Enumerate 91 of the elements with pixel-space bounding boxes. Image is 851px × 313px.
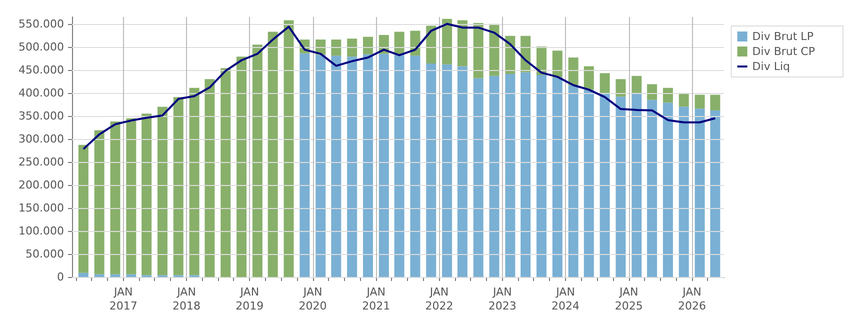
- y-tick-label: 150.000: [18, 201, 64, 214]
- y-tick-label: 250.000: [18, 155, 64, 168]
- bar: [78, 144, 88, 273]
- bar: [426, 26, 436, 64]
- bar: [410, 56, 420, 277]
- bar: [204, 79, 215, 277]
- y-tick-label: 100.000: [18, 224, 64, 238]
- bar: [505, 74, 516, 277]
- bar: [378, 54, 389, 277]
- bar: [157, 106, 168, 276]
- y-tick-label: 450.000: [18, 63, 64, 76]
- bar: [347, 56, 358, 277]
- legend-label: Div Brut CP: [752, 45, 816, 58]
- bar: [600, 92, 610, 277]
- bar: [126, 118, 136, 274]
- bar: [632, 92, 642, 277]
- bar: [110, 121, 120, 274]
- bar: [173, 97, 184, 276]
- bar: [394, 54, 404, 277]
- y-tick-label: 200.000: [18, 178, 64, 192]
- x-tick-label: JAN 2022: [425, 286, 454, 312]
- y-tick-label: 400.000: [18, 86, 64, 100]
- bar: [616, 79, 626, 97]
- bar: [662, 102, 673, 277]
- bar: [489, 76, 500, 277]
- legend-label: Div Liq: [752, 60, 790, 73]
- y-tick-label: 0: [57, 270, 64, 284]
- bar: [362, 54, 373, 277]
- bar: [568, 57, 578, 86]
- bar: [442, 18, 452, 64]
- bar: [678, 92, 689, 107]
- bar: [142, 114, 152, 276]
- bar: [457, 66, 468, 277]
- bar: [442, 64, 452, 277]
- legend-label: Div Brut LP: [752, 30, 814, 43]
- y-tick-label: 550.000: [18, 17, 64, 30]
- bar: [520, 72, 531, 277]
- y-tick-label: 350.000: [18, 109, 64, 122]
- bar: [584, 66, 594, 90]
- x-tick-label: JAN 2019: [236, 286, 264, 312]
- bar: [316, 54, 326, 277]
- bar: [457, 20, 468, 66]
- bar: [710, 94, 720, 110]
- bar: [331, 40, 342, 56]
- bar: [268, 32, 278, 277]
- x-tick-label: JAN 2023: [488, 286, 516, 312]
- bar: [647, 84, 658, 100]
- bar: [710, 110, 720, 277]
- bar: [220, 68, 231, 277]
- bar: [473, 22, 484, 78]
- bar: [536, 74, 546, 277]
- bar: [362, 36, 373, 54]
- bar: [110, 274, 120, 277]
- bar: [236, 56, 247, 277]
- bar: [616, 96, 626, 277]
- bar: [552, 50, 562, 78]
- bar: [694, 94, 705, 109]
- bar: [600, 73, 610, 93]
- bar: [347, 38, 358, 57]
- x-tick-label: JAN 2025: [614, 286, 643, 312]
- bar: [126, 274, 136, 277]
- bar: [189, 88, 200, 276]
- x-tick-label: JAN 2018: [172, 286, 201, 312]
- bar: [678, 106, 689, 277]
- x-tick-label: JAN 2017: [109, 286, 138, 312]
- bar: [647, 100, 658, 277]
- y-tick-label: 300.000: [18, 132, 64, 146]
- x-tick-label: JAN 2021: [362, 286, 390, 312]
- bar: [662, 88, 673, 103]
- x-tick-label: JAN 2020: [298, 286, 327, 312]
- bar: [78, 272, 88, 277]
- bar: [394, 32, 404, 55]
- bar: [300, 53, 310, 277]
- bar: [584, 90, 594, 277]
- bar: [426, 63, 436, 277]
- bar: [284, 20, 294, 277]
- y-tick-label: 500.000: [18, 40, 64, 54]
- bar: [632, 76, 642, 93]
- bar: [473, 78, 484, 277]
- bar: [252, 44, 262, 277]
- bar: [694, 108, 705, 277]
- bar: [568, 85, 578, 277]
- x-tick-label: JAN 2024: [552, 286, 580, 312]
- bar: [489, 24, 500, 76]
- y-tick-label: 50.000: [26, 247, 64, 260]
- bar: [552, 77, 562, 277]
- bar: [94, 130, 104, 274]
- bar: [94, 274, 104, 277]
- bar: [331, 56, 342, 277]
- line-series: [82, 22, 716, 150]
- x-tick-label: JAN 2026: [678, 286, 706, 312]
